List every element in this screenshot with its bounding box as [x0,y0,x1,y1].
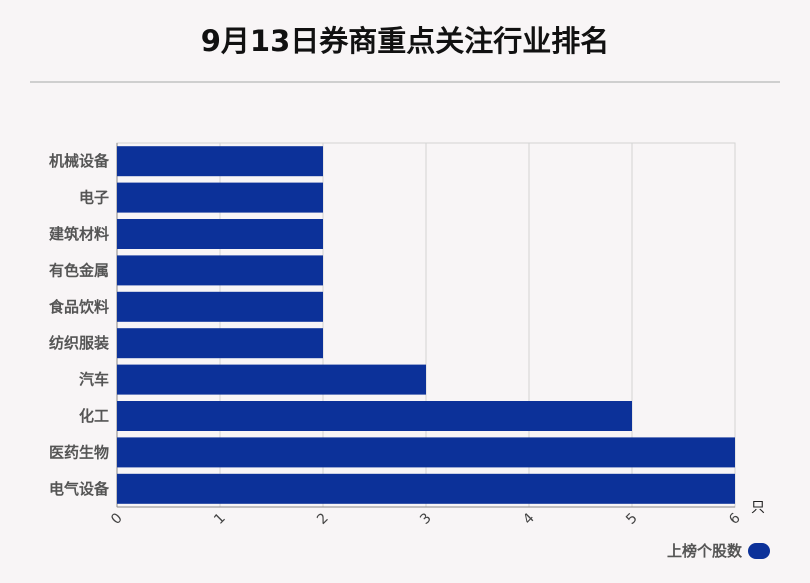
bar [117,146,323,177]
bar [117,291,323,322]
y-category-label: 纺织服装 [49,334,110,352]
x-tick-label: 5 [623,510,641,528]
bar [117,182,323,213]
x-tick-label: 6 [726,510,744,528]
bar [117,473,735,504]
x-tick-label: 1 [211,510,229,528]
bar [117,364,426,395]
chart-title: 9月13日券商重点关注行业排名 [200,24,610,58]
bar [117,401,632,431]
x-tick-label: 2 [314,510,332,528]
legend-swatch [748,542,770,559]
y-category-label: 食品饮料 [49,298,109,316]
unit-label: 只 [751,500,765,516]
legend[interactable]: 上榜个股数 [667,540,770,561]
title-divider [30,81,780,83]
bar [117,328,323,359]
y-category-label: 建筑材料 [49,225,109,243]
y-category-label: 化工 [79,407,109,425]
bar [117,219,323,249]
y-category-label: 医药生物 [49,443,109,461]
y-category-label: 电子 [79,189,109,207]
y-category-label: 电气设备 [49,480,110,498]
legend-label: 上榜个股数 [666,542,742,560]
y-category-label: 机械设备 [49,152,110,170]
x-tick-label: 4 [520,510,538,528]
y-category-label: 有色金属 [49,261,109,279]
x-tick-label: 0 [108,510,126,528]
y-category-label: 汽车 [79,371,109,389]
bar [117,255,323,286]
bar [117,437,735,468]
x-tick-label: 3 [417,510,435,528]
